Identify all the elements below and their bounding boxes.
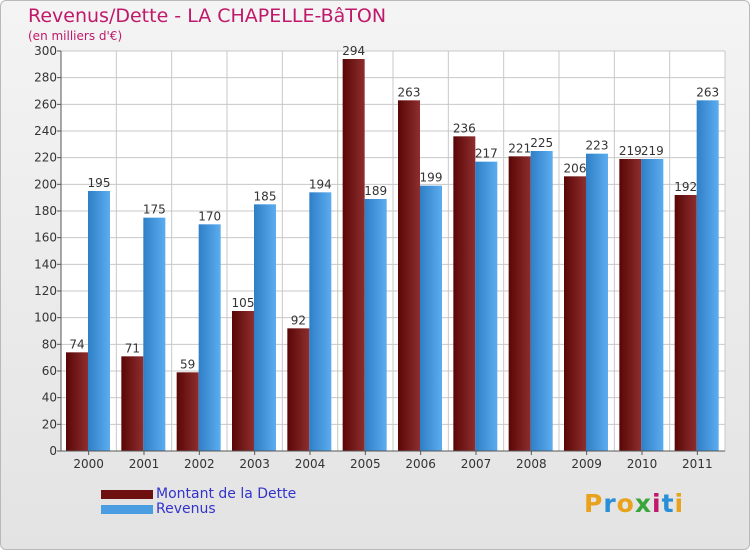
y-tick-label: 180 (34, 204, 57, 218)
legend-swatch-dette (101, 490, 153, 499)
x-tick-label: 2006 (405, 457, 436, 471)
bar-revenus (88, 191, 110, 451)
x-tick-label: 2003 (239, 457, 270, 471)
data-label-revenus: 223 (586, 139, 609, 153)
x-tick-label: 2007 (461, 457, 492, 471)
bar-chart: 74 195 71 175 59 170 105 185 92 194 294 189 263 199 23… (34, 44, 726, 471)
legend-swatch-revenus (101, 505, 153, 514)
bar-dette (508, 156, 531, 452)
bar-dette (121, 356, 144, 451)
data-label-dette: 59 (180, 357, 195, 371)
data-label-revenus: 175 (143, 203, 166, 217)
y-tick-label: 20 (42, 417, 57, 431)
bar-revenus (586, 153, 608, 451)
x-tick-label: 2002 (184, 457, 215, 471)
y-tick-label: 100 (34, 311, 57, 325)
bar-revenus (420, 185, 442, 451)
bar-revenus (696, 100, 719, 451)
y-tick-label: 40 (42, 391, 57, 405)
x-tick-label: 2005 (350, 457, 381, 471)
data-label-dette: 263 (398, 85, 421, 99)
data-label-dette: 105 (232, 296, 255, 310)
logo-letter: o (616, 489, 635, 518)
bar-revenus (254, 204, 276, 451)
logo-letter: i (674, 489, 685, 518)
data-label-revenus: 194 (309, 177, 332, 191)
bar-dette (398, 100, 420, 451)
y-tick-label: 160 (34, 231, 57, 245)
bar-revenus (143, 217, 166, 451)
data-label-dette: 219 (619, 144, 642, 158)
bar-dette (619, 159, 642, 451)
data-label-dette: 71 (125, 341, 140, 355)
data-label-dette: 206 (564, 161, 587, 175)
y-tick-label: 300 (34, 44, 57, 58)
chart-subtitle: (en milliers d'€) (28, 29, 123, 43)
y-tick-label: 0 (49, 444, 57, 458)
data-label-dette: 74 (69, 337, 84, 351)
y-tick-label: 280 (34, 71, 57, 85)
chart-title: Revenus/Dette - LA CHAPELLE-BâTON (28, 5, 387, 27)
y-tick-label: 220 (34, 151, 57, 165)
x-tick-label: 2008 (516, 457, 547, 471)
y-tick-label: 140 (34, 257, 57, 271)
y-tick-label: 260 (34, 97, 57, 111)
data-label-dette: 221 (508, 141, 531, 155)
bar-dette (287, 328, 310, 451)
bar-revenus (641, 159, 664, 451)
logo-letter: i (652, 489, 662, 518)
bar-dette (674, 195, 697, 451)
y-tick-label: 120 (34, 284, 57, 298)
data-label-dette: 294 (342, 44, 365, 58)
legend-label-revenus: Revenus (156, 501, 216, 517)
data-label-revenus: 195 (88, 176, 111, 190)
data-label-dette: 236 (453, 121, 476, 135)
y-tick-label: 240 (34, 124, 57, 138)
logo-letter: t (661, 489, 675, 518)
data-label-dette: 192 (674, 180, 697, 194)
data-label-revenus: 263 (696, 85, 719, 99)
logo-letter: r (603, 489, 617, 518)
x-tick-label: 2009 (571, 457, 602, 471)
logo-letter: x (634, 489, 652, 518)
data-label-dette: 92 (291, 313, 306, 327)
bar-dette (342, 59, 365, 451)
y-tick-label: 60 (42, 364, 57, 378)
data-label-revenus: 225 (530, 136, 553, 150)
bar-dette (176, 372, 199, 451)
x-tick-label: 2010 (627, 457, 658, 471)
bar-revenus (530, 151, 553, 451)
x-tick-label: 2000 (73, 457, 104, 471)
bar-dette (232, 311, 254, 451)
data-label-revenus: 189 (364, 184, 387, 198)
bar-dette (453, 136, 476, 452)
bar-revenus (309, 192, 332, 452)
x-tick-label: 2004 (295, 457, 326, 471)
data-label-revenus: 217 (475, 147, 498, 161)
x-tick-label: 2011 (682, 457, 713, 471)
bar-revenus (364, 199, 387, 451)
x-tick-label: 2001 (129, 457, 160, 471)
data-label-revenus: 170 (198, 209, 221, 223)
legend-label-dette: Montant de la Dette (156, 486, 297, 502)
proxiti-logo: Proxiti (584, 489, 684, 518)
data-label-revenus: 199 (420, 171, 443, 185)
bar-revenus (198, 224, 221, 451)
bar-revenus (475, 161, 498, 451)
y-tick-label: 80 (42, 337, 57, 351)
y-tick-label: 200 (34, 177, 57, 191)
bar-dette (66, 352, 88, 451)
bar-dette (564, 176, 586, 452)
data-label-revenus: 219 (641, 144, 664, 158)
data-label-revenus: 185 (254, 189, 277, 203)
logo-letter: P (584, 489, 604, 518)
